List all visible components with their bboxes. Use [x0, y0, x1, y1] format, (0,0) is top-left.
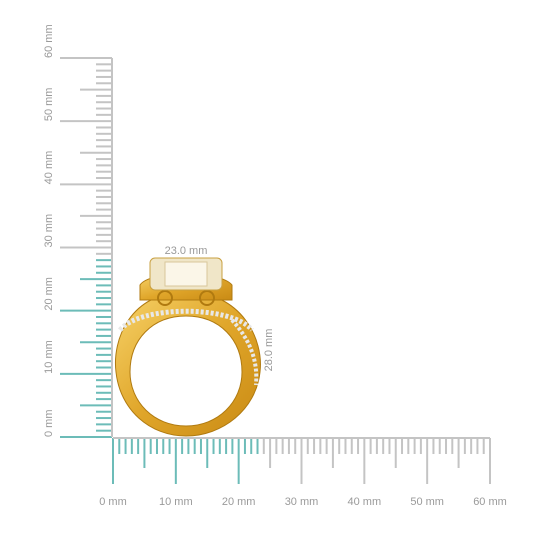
rulers: 0 mm 10 mm 20 mm 30 mm 40 mm 50 mm 60 mm 0 mm 10… — [43, 24, 507, 508]
v-ruler-label: 10 mm — [43, 340, 55, 374]
pave-stones — [118, 308, 254, 332]
h-ruler-label: 30 mm — [285, 496, 319, 508]
ring-band — [114, 291, 261, 437]
width-label: 23.0 mm — [165, 245, 208, 257]
h-ruler-label: 40 mm — [348, 496, 382, 508]
height-label: 28.0 mm — [263, 329, 275, 372]
h-ruler-label: 0 mm — [99, 496, 127, 508]
pave-stones — [230, 318, 259, 386]
ring — [114, 257, 261, 437]
v-ruler-label: 20 mm — [43, 277, 55, 311]
h-ruler-label: 10 mm — [159, 496, 193, 508]
h-ruler-label: 60 mm — [473, 496, 507, 508]
filigree — [157, 290, 173, 306]
v-ruler-label: 50 mm — [43, 88, 55, 122]
v-ruler-label: 60 mm — [43, 24, 55, 58]
v-ruler-label: 0 mm — [43, 410, 55, 438]
h-ruler-label: 50 mm — [410, 496, 444, 508]
labels: 23.0 mm 28.0 mm — [165, 245, 275, 371]
v-ruler-label: 40 mm — [43, 151, 55, 185]
v-ruler-label: 30 mm — [43, 214, 55, 248]
h-ruler-label: 20 mm — [222, 496, 256, 508]
center-stones — [164, 261, 208, 287]
filigree — [199, 290, 215, 306]
